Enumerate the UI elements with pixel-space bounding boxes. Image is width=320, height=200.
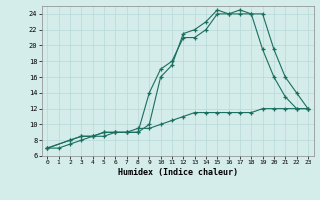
X-axis label: Humidex (Indice chaleur): Humidex (Indice chaleur) [118,168,237,177]
